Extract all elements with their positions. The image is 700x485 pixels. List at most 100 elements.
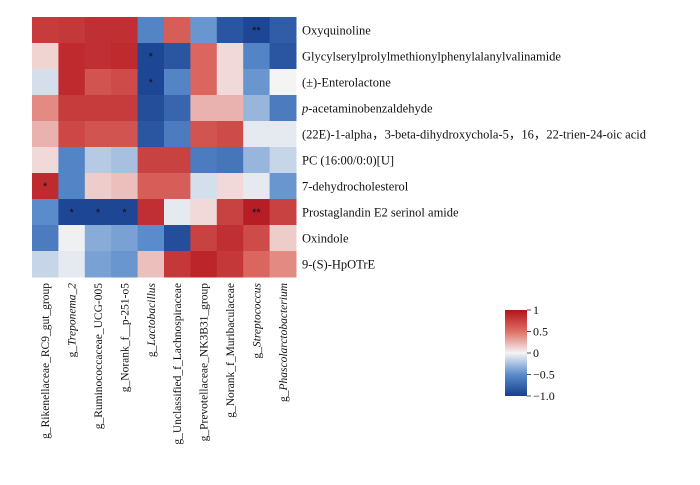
- heatmap-cell: [243, 121, 271, 148]
- significance-mark: **: [252, 25, 261, 37]
- heatmap-cell: [164, 199, 191, 226]
- heatmap-cell: [58, 199, 86, 226]
- heatmap-cell: [190, 43, 218, 70]
- heatmap-cell: [84, 173, 112, 200]
- heatmap-cell: [269, 251, 297, 278]
- heatmap-cell: [58, 251, 86, 278]
- heatmap-cell: [190, 147, 218, 174]
- heatmap-cell: [84, 147, 112, 174]
- heatmap-cell: [216, 17, 244, 44]
- heatmap-cell: [269, 225, 297, 252]
- heatmap-cell: [269, 147, 297, 174]
- heatmap-cell: [58, 43, 86, 70]
- heatmap-cell: [32, 251, 59, 278]
- row-label: 7-dehydrocholesterol: [302, 180, 409, 194]
- column-label: g_Treponema_2: [67, 283, 79, 358]
- heatmap-cell: [58, 121, 86, 148]
- heatmap-cells: [32, 17, 297, 278]
- heatmap-cell: [137, 199, 165, 226]
- heatmap-cell: [164, 173, 191, 200]
- row-label: (22E)-1-alpha，3-beta-dihydroxychola-5，16…: [302, 128, 647, 142]
- heatmap-cell: [32, 17, 59, 44]
- heatmap-cell: [84, 95, 112, 122]
- heatmap-cell: [190, 173, 218, 200]
- heatmap-cell: [269, 173, 297, 200]
- heatmap-cell: [164, 147, 191, 174]
- heatmap-cell: [32, 69, 59, 96]
- column-label: g_Norank_f__p-251-o5: [119, 283, 131, 392]
- heatmap-cell: [32, 121, 59, 148]
- heatmap-cell: [243, 173, 271, 200]
- heatmap-cell: [111, 69, 139, 96]
- column-label: g_Unclassified_f_Lachnospiraceae: [172, 283, 184, 445]
- legend-tick-label: −1.0: [533, 389, 555, 403]
- heatmap-cell: [190, 121, 218, 148]
- significance-mark: *: [96, 207, 101, 219]
- heatmap-cell: [137, 17, 165, 44]
- significance-marks: ****** * * **: [43, 25, 261, 219]
- heatmap-cell: [243, 251, 271, 278]
- heatmap-cell: [58, 95, 86, 122]
- row-label: Oxindole: [302, 232, 349, 246]
- heatmap-cell: [243, 95, 271, 122]
- heatmap-cell: [164, 43, 191, 70]
- heatmap-cell: [111, 199, 139, 226]
- column-label: g_Ruminococcaceae_UCG-005: [93, 283, 105, 430]
- heatmap-cell: [58, 225, 86, 252]
- heatmap-cell: [58, 173, 86, 200]
- significance-mark: *: [149, 77, 154, 89]
- color-legend-bar: [505, 310, 527, 396]
- heatmap-cell: [190, 95, 218, 122]
- heatmap-cell: [190, 199, 218, 226]
- heatmap-cell: [269, 95, 297, 122]
- heatmap-cell: [137, 147, 165, 174]
- row-label: Prostaglandin E2 serinol amide: [302, 206, 459, 220]
- heatmap-cell: [84, 225, 112, 252]
- heatmap-cell: [137, 173, 165, 200]
- heatmap-cell: [269, 17, 297, 44]
- heatmap-cell: [111, 251, 139, 278]
- heatmap-cell: [190, 17, 218, 44]
- column-label: g_Phascolarctobacterium: [278, 283, 290, 402]
- row-label: PC (16:00/0:0)[U]: [302, 154, 394, 168]
- heatmap-cell: [190, 251, 218, 278]
- heatmap-cell: [137, 121, 165, 148]
- heatmap-cell: [111, 95, 139, 122]
- row-label: p-acetaminobenzaldehyde: [301, 102, 433, 116]
- column-labels: g_Rikenellaceae_RC9_gut_group g_Treponema…: [40, 282, 290, 444]
- significance-mark: *: [149, 51, 154, 63]
- heatmap-cell: [32, 43, 59, 70]
- heatmap-cell: [58, 69, 86, 96]
- heatmap-cell: [137, 69, 165, 96]
- heatmap-cell: [84, 43, 112, 70]
- heatmap-cell: [32, 95, 59, 122]
- heatmap-cell: [216, 43, 244, 70]
- heatmap-cell: [137, 225, 165, 252]
- column-label: g_Prevotellaceae_NK3B31_group: [199, 283, 211, 442]
- heatmap-cell: [84, 121, 112, 148]
- column-label: g_Streptococcus: [251, 282, 263, 358]
- heatmap-cell: [84, 69, 112, 96]
- row-label: Glycylserylprolylmethionylphenylalanylva…: [302, 50, 561, 64]
- heatmap-cell: [243, 225, 271, 252]
- heatmap-cell: [111, 225, 139, 252]
- legend-tick-label: −0.5: [533, 368, 555, 382]
- heatmap-cell: [216, 69, 244, 96]
- significance-mark: *: [69, 207, 74, 219]
- heatmap-cell: [164, 17, 191, 44]
- heatmap-cell: [111, 173, 139, 200]
- heatmap-cell: [269, 69, 297, 96]
- significance-mark: *: [122, 207, 127, 219]
- column-label: g_Lactobacillus: [146, 282, 158, 357]
- heatmap-cell: [190, 69, 218, 96]
- significance-mark: *: [43, 181, 48, 193]
- heatmap-cell: [32, 225, 59, 252]
- heatmap-cell: [58, 17, 86, 44]
- heatmap-cell: [216, 251, 244, 278]
- significance-mark: **: [252, 207, 261, 219]
- heatmap-cell: [216, 173, 244, 200]
- heatmap-cell: [111, 147, 139, 174]
- heatmap-cell: [84, 17, 112, 44]
- heatmap-cell: [164, 121, 191, 148]
